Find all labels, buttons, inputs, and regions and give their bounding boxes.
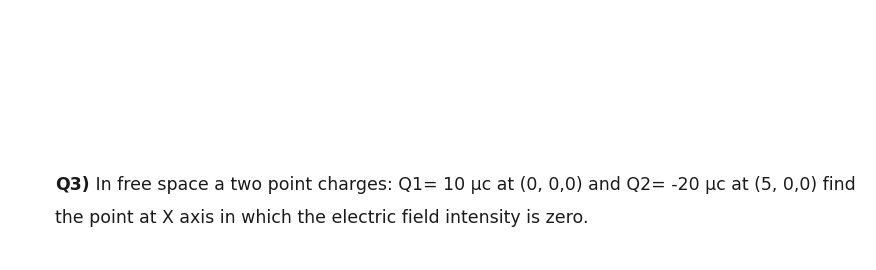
- Text: In free space a two point charges: Q1= 10 μc at (0, 0,0) and Q2= -20 μc at (5, 0: In free space a two point charges: Q1= 1…: [89, 176, 855, 194]
- Text: the point at X axis in which the electric field intensity is zero.: the point at X axis in which the electri…: [55, 209, 589, 227]
- Text: Q3): Q3): [55, 176, 89, 194]
